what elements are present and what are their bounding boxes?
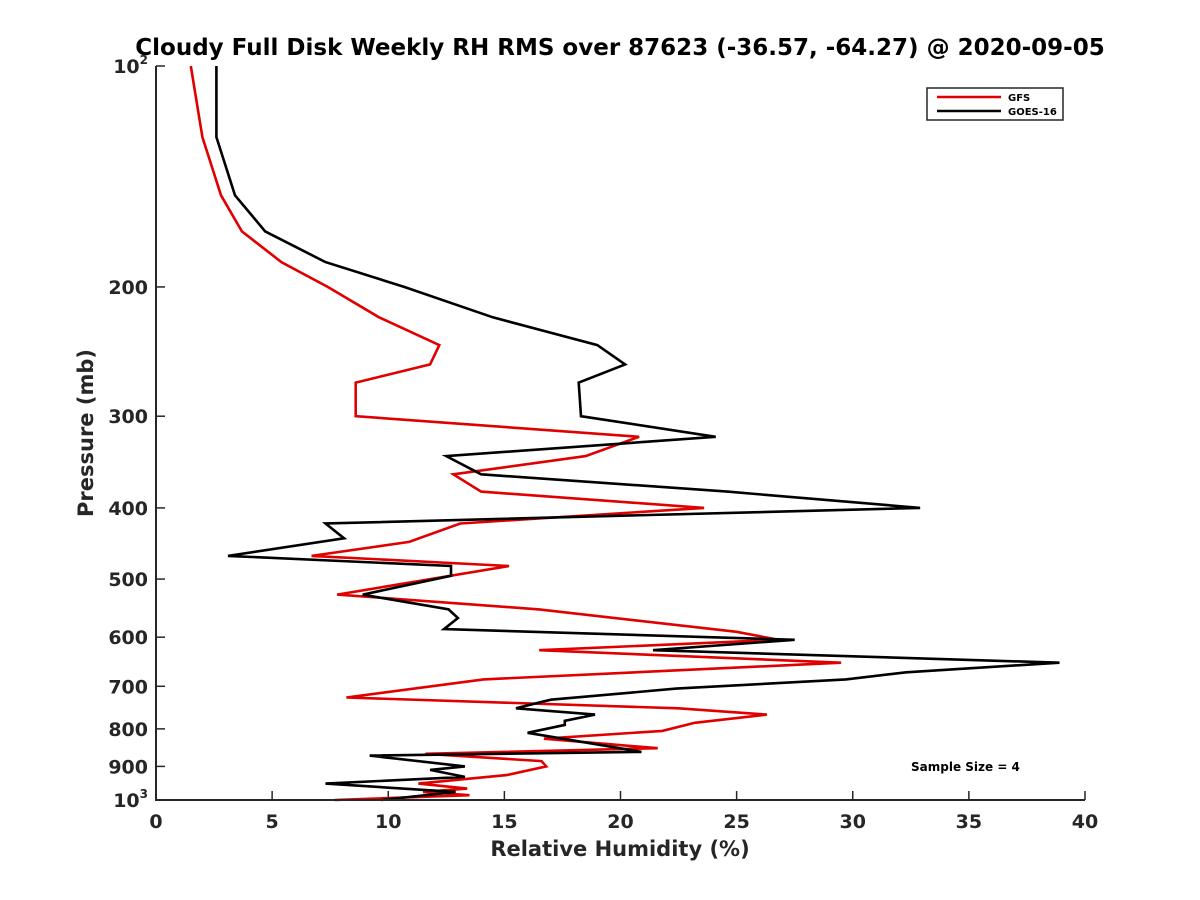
y-tick-label: 200 [108, 277, 148, 299]
x-tick-label: 30 [840, 811, 866, 833]
y-tick-label: 300 [108, 406, 148, 428]
y-tick-label: 700 [108, 676, 148, 698]
legend-label-goes-16: GOES-16 [1008, 107, 1057, 118]
y-tick-label: 102 [113, 53, 148, 78]
series-layer [189, 65, 1060, 802]
chart-title: Cloudy Full Disk Weekly RH RMS over 8762… [135, 35, 1104, 61]
y-tick-label: 500 [108, 569, 148, 591]
y-tick-label: 800 [108, 719, 148, 741]
legend-box [926, 87, 1064, 121]
y-axis-title: Pressure (mb) [74, 349, 98, 517]
x-tick-label: 15 [491, 811, 517, 833]
series-line-gfs [189, 65, 842, 802]
series-line-goes-16 [215, 66, 1060, 802]
x-tick-label: 20 [607, 811, 633, 833]
x-tick-label: 5 [266, 811, 279, 833]
x-tick-label: 40 [1072, 811, 1098, 833]
x-axis-title: Relative Humidity (%) [490, 837, 749, 861]
x-tick-label: 25 [723, 811, 749, 833]
y-tick-label: 400 [108, 498, 148, 520]
x-axis-ticks: 0 5 10 15 20 25 30 35 40 [149, 791, 1098, 833]
y-axis-ticks: 102 200 300 400 500 600 700 800 900 103 [108, 53, 165, 812]
sample-size-annotation: Sample Size = 4 [911, 760, 1020, 774]
y-tick-label: 900 [108, 756, 148, 778]
legend: GFS GOES-16 [926, 87, 1064, 121]
plot-frame [156, 66, 1085, 799]
x-tick-label: 0 [149, 811, 162, 833]
x-tick-label: 10 [375, 811, 401, 833]
y-tick-label: 103 [113, 787, 148, 812]
y-tick-label: 600 [108, 627, 148, 649]
x-tick-label: 35 [956, 811, 982, 833]
legend-label-gfs: GFS [1008, 93, 1030, 104]
